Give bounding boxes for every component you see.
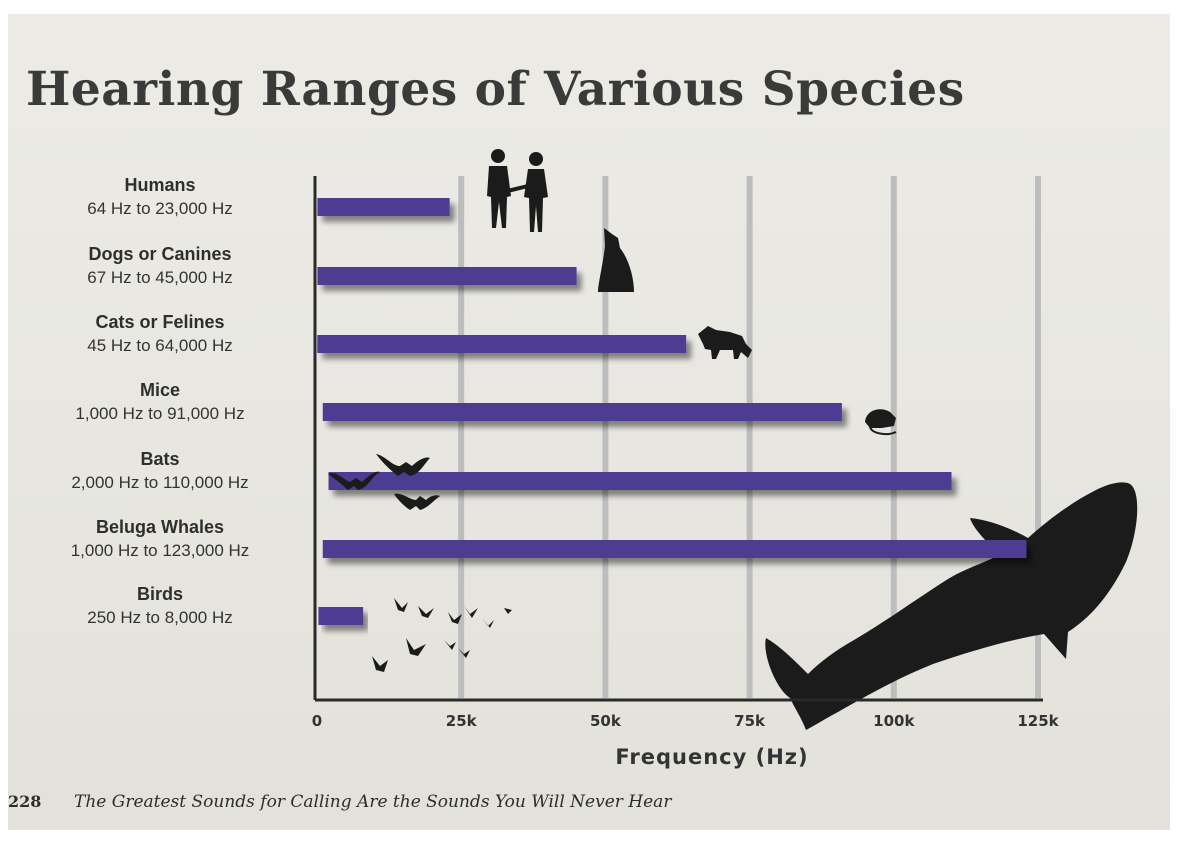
category-name: Beluga Whales xyxy=(96,517,224,537)
x-tick-labels: 0 25k 50k 75k 100k 125k xyxy=(312,712,1060,730)
bats-icon xyxy=(328,454,440,510)
category-name: Humans xyxy=(124,175,195,195)
bobcat-icon xyxy=(698,326,752,359)
chart-title: Hearing Ranges of Various Species xyxy=(26,62,965,117)
category-range-label: 45 Hz to 64,000 Hz xyxy=(87,336,233,355)
running-head: The Greatest Sounds for Calling Are the … xyxy=(74,792,672,812)
range-bar xyxy=(328,472,952,490)
range-bar xyxy=(322,540,1027,558)
x-axis-title: Frequency (Hz) xyxy=(615,745,808,769)
category-range-label: 1,000 Hz to 123,000 Hz xyxy=(71,541,250,560)
birds-flock-icon xyxy=(372,598,512,672)
category-range-label: 1,000 Hz to 91,000 Hz xyxy=(75,404,244,423)
bars xyxy=(317,198,1027,625)
x-tick-label: 125k xyxy=(1017,712,1059,730)
range-bar xyxy=(317,198,450,216)
x-tick-label: 75k xyxy=(734,712,766,730)
mouse-icon xyxy=(865,409,897,436)
humans-silhouette-icon xyxy=(487,149,548,232)
range-bar xyxy=(317,267,577,285)
howling-wolf-icon xyxy=(598,228,634,292)
page-number: 228 xyxy=(8,792,42,811)
category-name: Bats xyxy=(140,449,179,469)
beluga-whale-icon xyxy=(765,482,1138,730)
range-bar xyxy=(317,335,687,353)
category-range-label: 64 Hz to 23,000 Hz xyxy=(87,199,233,218)
x-tick-label: 50k xyxy=(590,712,622,730)
category-name: Birds xyxy=(137,584,183,604)
range-bar xyxy=(318,607,364,625)
category-range-label: 250 Hz to 8,000 Hz xyxy=(87,608,233,627)
hearing-range-chart: Humans 64 Hz to 23,000 Hz Dogs or Canines 6… xyxy=(71,149,1138,769)
category-name: Cats or Felines xyxy=(95,312,224,332)
range-bar xyxy=(322,403,842,421)
category-labels: Humans 64 Hz to 23,000 Hz Dogs or Canines 6… xyxy=(71,175,250,627)
page-footer: 228 The Greatest Sounds for Calling Are … xyxy=(8,792,1170,822)
x-tick-label: 100k xyxy=(873,712,915,730)
category-name: Mice xyxy=(140,380,180,400)
x-tick-label: 0 xyxy=(312,712,322,730)
book-page: Hearing Ranges of Various Species Humans… xyxy=(8,14,1170,830)
category-range-label: 2,000 Hz to 110,000 Hz xyxy=(71,473,248,492)
category-range-label: 67 Hz to 45,000 Hz xyxy=(87,268,233,287)
x-tick-label: 25k xyxy=(446,712,478,730)
category-name: Dogs or Canines xyxy=(88,244,231,264)
